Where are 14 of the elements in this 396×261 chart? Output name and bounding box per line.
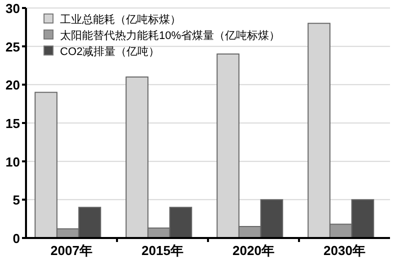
legend-label: 太阳能替代热力能耗10%省煤量（亿吨标煤）	[60, 29, 280, 42]
x-tick-label: 2007年	[50, 243, 92, 258]
y-tick-label: 0	[12, 231, 20, 246]
y-tick-label: 30	[6, 1, 20, 16]
legend-label: 工业总能耗（亿吨标煤）	[60, 13, 181, 26]
y-tick-label: 20	[6, 78, 20, 93]
x-tick-label: 2020年	[232, 243, 274, 258]
legend-label: CO2减排量（亿吨）	[60, 45, 160, 58]
y-tick-label: 25	[6, 39, 20, 54]
y-tick-label: 10	[6, 154, 20, 170]
y-tick-label: 15	[6, 116, 20, 131]
y-tick-label: 5	[12, 192, 20, 208]
x-tick-label: 2015年	[142, 243, 184, 258]
x-tick-label: 2030年	[324, 243, 366, 258]
